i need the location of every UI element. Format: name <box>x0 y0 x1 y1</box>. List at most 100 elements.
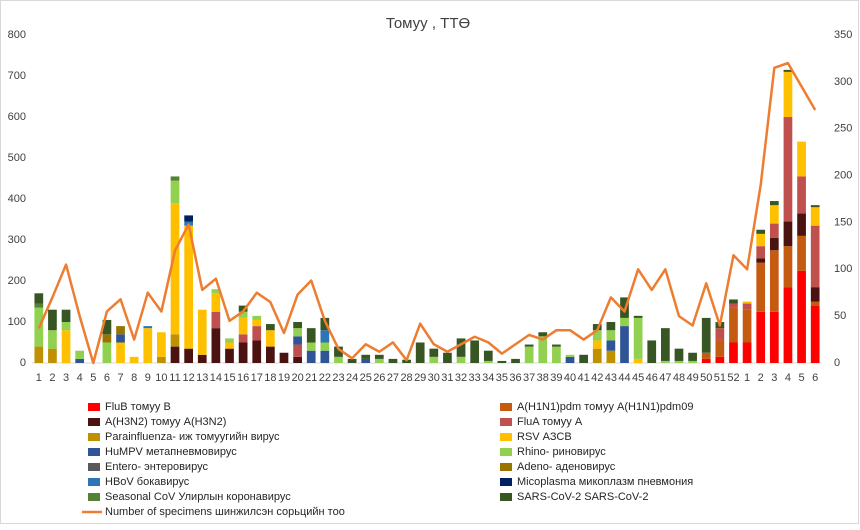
bar-segment <box>102 342 112 363</box>
bar-segment <box>715 356 725 363</box>
bar-segment <box>238 305 248 312</box>
line-series <box>37 61 817 365</box>
bar-segment <box>606 340 616 351</box>
legend-label: Number of specimens шинжилсэн сорьцийн т… <box>105 506 345 518</box>
x-tick-label: 4 <box>785 372 791 384</box>
bar-segment <box>810 287 820 302</box>
bar-segment <box>769 205 779 224</box>
bar-segment <box>306 342 316 351</box>
bar-segment <box>620 317 629 327</box>
bar-segment <box>116 342 125 363</box>
legend-swatch <box>500 433 512 441</box>
bar-segment <box>783 117 793 222</box>
legend-label: HBoV бокавирус <box>105 476 190 488</box>
bar-segment <box>742 301 752 304</box>
x-tick-label: 34 <box>482 372 494 384</box>
bar-segment <box>334 356 343 363</box>
bar-segment <box>197 309 207 355</box>
bar-segment <box>238 334 248 343</box>
bar-segment <box>48 348 57 363</box>
bar-segment <box>797 270 806 363</box>
x-tick-label: 42 <box>591 372 603 384</box>
bar-segment <box>225 348 234 363</box>
bar-segment <box>211 293 221 312</box>
x-tick-label: 52 <box>727 372 739 384</box>
x-tick-label: 5 <box>90 372 96 384</box>
legend-swatch <box>500 448 512 456</box>
x-tick-label: 35 <box>496 372 508 384</box>
chart-title: Томуу , ТТӨ <box>386 15 470 32</box>
bar-segment <box>75 358 85 363</box>
bar-segment <box>320 350 330 363</box>
bar-segment <box>756 262 766 312</box>
bar-segment <box>552 346 561 363</box>
bar-segment <box>429 356 439 363</box>
bar-segment <box>524 346 534 363</box>
bar-segment <box>729 307 738 343</box>
x-tick-label: 49 <box>686 372 698 384</box>
y2-tick-label: 150 <box>834 216 852 228</box>
legend-label: Adeno- аденовирус <box>517 461 616 473</box>
bar-segment <box>102 319 112 335</box>
bar-segment <box>674 348 684 361</box>
bar-segment <box>538 332 548 337</box>
bar-segment <box>211 289 221 294</box>
y-tick-label: 700 <box>8 70 26 82</box>
y2-tick-label: 50 <box>834 310 846 322</box>
bar-segment <box>374 358 384 363</box>
bar-segment <box>429 348 439 357</box>
x-tick-label: 8 <box>131 372 137 384</box>
x-tick-label: 47 <box>659 372 671 384</box>
bar-segment <box>783 246 793 288</box>
x-tick-label: 50 <box>700 372 712 384</box>
bar-segment <box>293 322 302 329</box>
bar-segment <box>715 340 725 357</box>
bar-segment <box>756 258 766 263</box>
bar-segment <box>742 342 752 363</box>
x-tick-label: 48 <box>673 372 685 384</box>
bar-segment <box>483 360 493 363</box>
bar-segment <box>742 303 752 310</box>
bar-segment <box>320 317 330 331</box>
bar-segment <box>266 324 275 331</box>
bar-segment <box>320 330 330 343</box>
bar-segment <box>61 322 71 331</box>
bar-segment <box>61 330 71 363</box>
legend-label: HuMPV метапневмовирус <box>105 446 237 458</box>
bar-segment <box>497 360 507 363</box>
x-tick-label: 32 <box>455 372 467 384</box>
bar-segment <box>606 350 616 363</box>
x-tick-label: 16 <box>237 372 249 384</box>
bar-segment <box>347 358 357 363</box>
bar-segment <box>783 69 793 72</box>
legend-swatch <box>88 403 100 411</box>
bar-segment <box>34 346 44 363</box>
bar-segment <box>729 303 738 308</box>
bar-segment <box>279 352 289 363</box>
bar-segment <box>606 322 616 331</box>
legend-swatch <box>88 448 100 456</box>
bar-segment <box>470 340 480 363</box>
x-tick-label: 51 <box>714 372 726 384</box>
bar-segment <box>34 303 44 308</box>
bar-segment <box>293 336 302 345</box>
x-tick-label: 24 <box>346 372 358 384</box>
bar-segment <box>238 342 248 363</box>
bar-segment <box>756 246 766 259</box>
bar-segment <box>252 340 262 363</box>
bar-segment <box>524 344 534 347</box>
x-tick-label: 6 <box>812 372 818 384</box>
legend-label: Rhino- риновирус <box>517 446 606 458</box>
bar-segment <box>293 328 302 337</box>
bar-segment <box>170 203 180 335</box>
x-tick-label: 46 <box>646 372 658 384</box>
x-tick-label: 1 <box>744 372 750 384</box>
legend-swatch <box>500 493 512 501</box>
x-tick-label: 14 <box>210 372 222 384</box>
bar-segment <box>334 346 343 357</box>
bar-segment <box>661 328 670 361</box>
x-tick-label: 3 <box>771 372 777 384</box>
legend-swatch <box>500 463 512 471</box>
